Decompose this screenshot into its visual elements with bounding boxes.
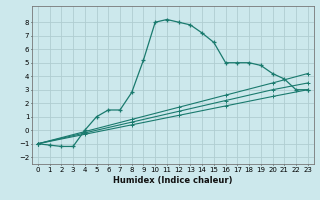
X-axis label: Humidex (Indice chaleur): Humidex (Indice chaleur) <box>113 176 233 185</box>
